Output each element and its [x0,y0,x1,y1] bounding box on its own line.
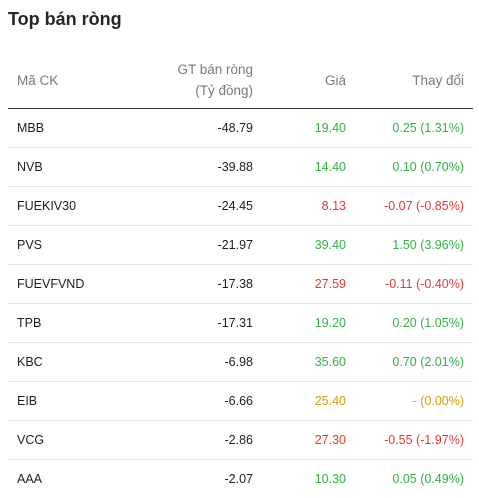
price-change: 0.20 (1.05%) [392,316,464,330]
price-change: 0.25 (1.31%) [392,121,464,135]
table-header: Mã CK GT bán ròng (Tỷ đồng) Giá Thay đổi [8,52,473,109]
column-header-change[interactable]: Thay đổi [412,72,464,88]
stock-code[interactable]: FUEVFVND [17,277,85,291]
column-header-net-sell-value-line2: (Tỷ đồng) [195,83,253,98]
table-row[interactable]: TPB -17.31 19.20 0.20 (1.05%) [8,304,473,343]
table-row[interactable]: FUEVFVND -17.38 27.59 -0.11 (-0.40%) [8,265,473,304]
price: 14.40 [314,160,346,174]
table-row[interactable]: AAA -2.07 10.30 0.05 (0.49%) [8,460,473,498]
column-header-net-sell-value-line1: GT bán ròng [177,62,253,77]
price: 27.59 [314,277,346,291]
column-header-net-sell-value[interactable]: GT bán ròng (Tỷ đồng) [118,52,253,108]
price-change: 0.05 (0.49%) [392,472,464,486]
price-change: -0.55 (-1.97%) [384,433,464,447]
stock-code[interactable]: MBB [17,121,45,135]
table-row[interactable]: NVB -39.88 14.40 0.10 (0.70%) [8,148,473,187]
stock-code[interactable]: FUEKIV30 [17,199,77,213]
price-change: 0.70 (2.01%) [392,355,464,369]
stock-code[interactable]: AAA [17,472,43,486]
price: 8.13 [321,199,346,213]
price-change: - (0.00%) [412,394,464,408]
top-net-sell-table: Mã CK GT bán ròng (Tỷ đồng) Giá Thay đổi… [8,52,473,498]
price: 27.30 [314,433,346,447]
net-sell-value: -48.79 [217,121,253,135]
page-title: Top bán ròng [8,9,122,29]
price-change: 0.10 (0.70%) [392,160,464,174]
price-change: -0.07 (-0.85%) [384,199,464,213]
net-sell-value: -17.38 [217,277,253,291]
stock-code[interactable]: PVS [17,238,43,252]
net-sell-value: -17.31 [217,316,253,330]
price: 10.30 [314,472,346,486]
net-sell-value: -2.86 [224,433,254,447]
price: 19.40 [314,121,346,135]
table-row[interactable]: EIB -6.66 25.40 - (0.00%) [8,382,473,421]
table-row[interactable]: PVS -21.97 39.40 1.50 (3.96%) [8,226,473,265]
price: 25.40 [314,394,346,408]
stock-code[interactable]: KBC [17,355,43,369]
stock-code[interactable]: VCG [17,433,45,447]
table-row[interactable]: MBB -48.79 19.40 0.25 (1.31%) [8,109,473,148]
net-sell-value: -6.98 [224,355,254,369]
price-change: 1.50 (3.96%) [392,238,464,252]
price: 19.20 [314,316,346,330]
table-row[interactable]: KBC -6.98 35.60 0.70 (2.01%) [8,343,473,382]
net-sell-value: -21.97 [217,238,253,252]
stock-code[interactable]: NVB [17,160,43,174]
net-sell-value: -24.45 [217,199,253,213]
net-sell-value: -39.88 [217,160,253,174]
price: 39.40 [314,238,346,252]
stock-code[interactable]: EIB [17,394,38,408]
net-sell-value: -2.07 [224,472,254,486]
price-change: -0.11 (-0.40%) [385,277,464,291]
column-header-price[interactable]: Giá [324,72,346,88]
net-sell-value: -6.66 [224,394,254,408]
table-row[interactable]: VCG -2.86 27.30 -0.55 (-1.97%) [8,421,473,460]
column-header-code[interactable]: Mã CK [17,72,59,88]
price: 35.60 [314,355,346,369]
stock-code[interactable]: TPB [17,316,42,330]
table-row[interactable]: FUEKIV30 -24.45 8.13 -0.07 (-0.85%) [8,187,473,226]
